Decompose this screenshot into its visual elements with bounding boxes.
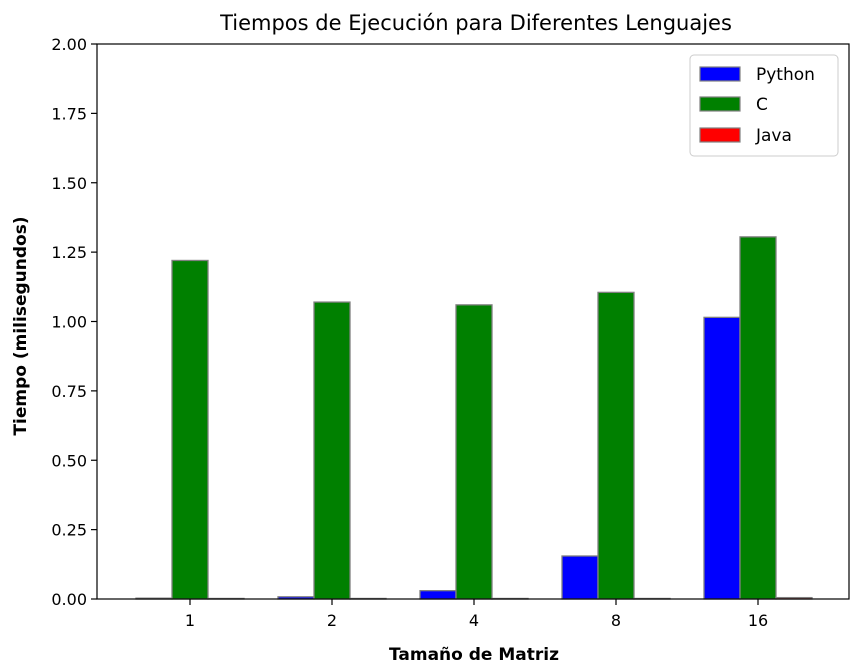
legend-swatch-python bbox=[699, 66, 741, 82]
bar-c-16 bbox=[739, 236, 777, 600]
y-tick-label: 0.25 bbox=[51, 521, 87, 540]
y-tick-label: 1.00 bbox=[51, 313, 87, 332]
bar-python-4 bbox=[419, 590, 457, 600]
x-tick-label: 8 bbox=[611, 611, 621, 630]
y-tick-label: 1.25 bbox=[51, 243, 87, 262]
bar-c-1 bbox=[171, 259, 209, 600]
y-axis-label: Tiempo (milisegundos) bbox=[11, 216, 31, 435]
chart-title: Tiempos de Ejecución para Diferentes Len… bbox=[219, 11, 732, 35]
legend-swatch-c bbox=[699, 96, 741, 112]
y-tick-label: 2.00 bbox=[51, 35, 87, 54]
legend: Python C Java bbox=[689, 54, 839, 157]
bar-c-2 bbox=[313, 301, 351, 600]
bar-python-16 bbox=[703, 316, 741, 600]
bar-c-8 bbox=[597, 291, 635, 600]
x-tick-label: 4 bbox=[469, 611, 479, 630]
x-tick-label: 1 bbox=[185, 611, 195, 630]
plot-area bbox=[135, 236, 813, 600]
bar-c-4 bbox=[455, 304, 493, 600]
bar-python-8 bbox=[561, 555, 599, 600]
legend-label-python: Python bbox=[756, 65, 815, 85]
y-tick-label: 1.75 bbox=[51, 104, 87, 123]
x-axis-label: Tamaño de Matriz bbox=[389, 645, 559, 665]
y-tick-label: 0.50 bbox=[51, 451, 87, 470]
y-tick-label: 1.50 bbox=[51, 174, 87, 193]
x-axis: 1 2 4 8 16 bbox=[185, 599, 768, 630]
legend-label-java: Java bbox=[755, 126, 792, 146]
y-tick-label: 0.00 bbox=[51, 590, 87, 609]
x-tick-label: 2 bbox=[327, 611, 337, 630]
legend-label-c: C bbox=[756, 95, 768, 115]
legend-swatch-java bbox=[699, 127, 741, 143]
x-tick-label: 16 bbox=[748, 611, 768, 630]
y-tick-label: 0.75 bbox=[51, 382, 87, 401]
y-axis: 0.00 0.25 0.50 0.75 1.00 1.25 1.50 1.75 2.00 bbox=[51, 35, 97, 609]
